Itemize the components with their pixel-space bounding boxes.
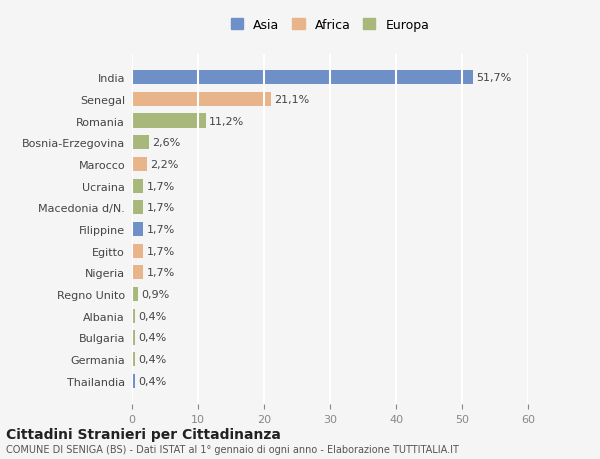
- Bar: [132, 93, 271, 106]
- Bar: [132, 201, 143, 215]
- Text: 0,4%: 0,4%: [138, 354, 166, 364]
- Bar: [132, 136, 149, 150]
- Text: 0,4%: 0,4%: [138, 333, 166, 343]
- Text: 51,7%: 51,7%: [476, 73, 512, 83]
- Bar: [132, 287, 138, 302]
- Text: 21,1%: 21,1%: [275, 95, 310, 105]
- Bar: [132, 309, 134, 323]
- Text: 2,6%: 2,6%: [152, 138, 181, 148]
- Bar: [132, 157, 146, 172]
- Bar: [132, 266, 143, 280]
- Text: 1,7%: 1,7%: [146, 203, 175, 213]
- Bar: [132, 374, 134, 388]
- Bar: [132, 223, 143, 236]
- Bar: [132, 244, 143, 258]
- Text: 1,7%: 1,7%: [146, 224, 175, 235]
- Text: 1,7%: 1,7%: [146, 246, 175, 256]
- Text: 1,7%: 1,7%: [146, 181, 175, 191]
- Bar: [132, 330, 134, 345]
- Bar: [132, 114, 206, 129]
- Text: Cittadini Stranieri per Cittadinanza: Cittadini Stranieri per Cittadinanza: [6, 427, 281, 442]
- Bar: [132, 353, 134, 366]
- Text: 0,9%: 0,9%: [141, 290, 169, 299]
- Text: 1,7%: 1,7%: [146, 268, 175, 278]
- Text: 11,2%: 11,2%: [209, 116, 244, 126]
- Text: 0,4%: 0,4%: [138, 376, 166, 386]
- Text: 0,4%: 0,4%: [138, 311, 166, 321]
- Text: 2,2%: 2,2%: [150, 160, 178, 169]
- Text: COMUNE DI SENIGA (BS) - Dati ISTAT al 1° gennaio di ogni anno - Elaborazione TUT: COMUNE DI SENIGA (BS) - Dati ISTAT al 1°…: [6, 444, 459, 454]
- Bar: [132, 179, 143, 193]
- Legend: Asia, Africa, Europa: Asia, Africa, Europa: [228, 16, 432, 34]
- Bar: [132, 71, 473, 85]
